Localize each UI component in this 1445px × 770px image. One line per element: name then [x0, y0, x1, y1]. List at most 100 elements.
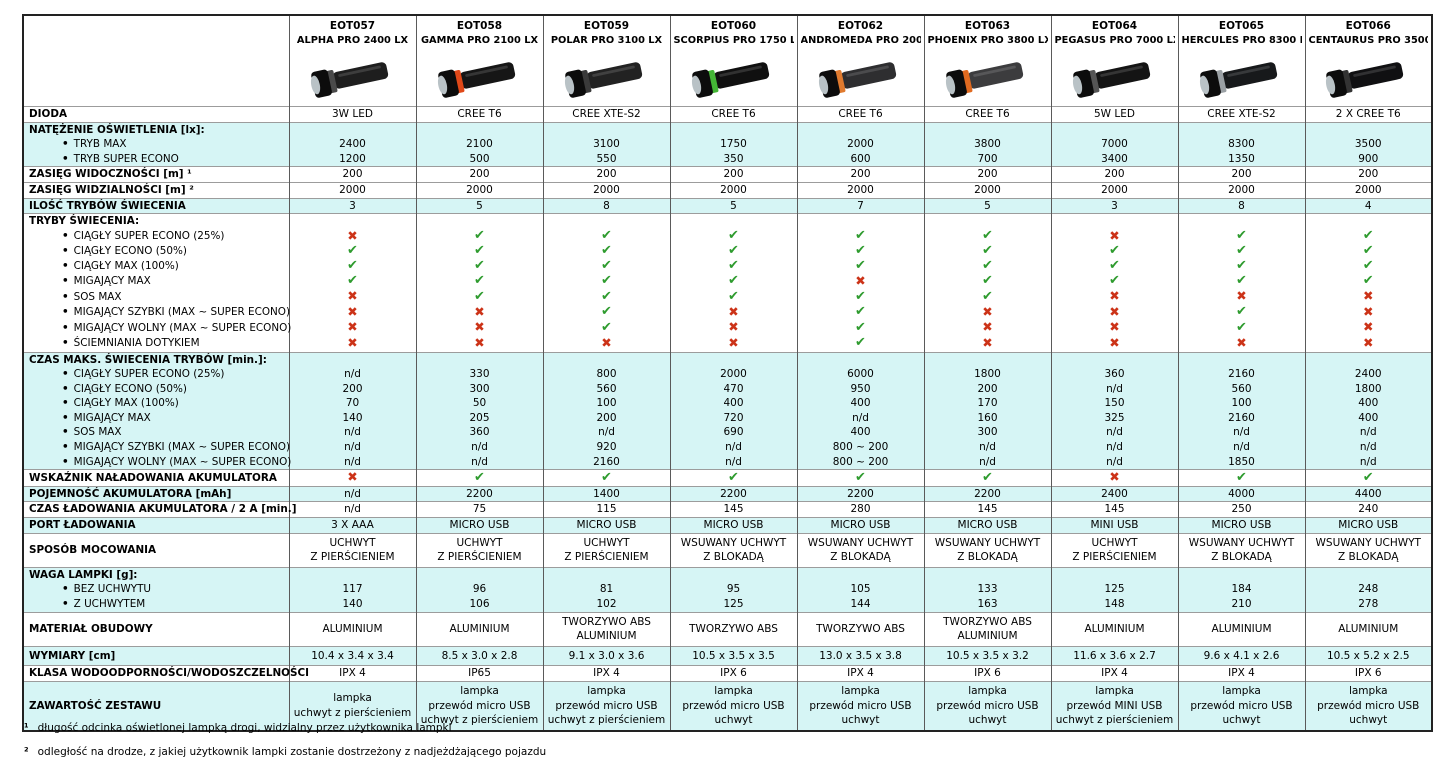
spec-row-label-text: • MIGAJĄCY MAX	[62, 275, 151, 288]
check-icon: ✔	[474, 469, 485, 485]
spec-value-cell	[1050, 566, 1178, 583]
spec-value-cell: UCHWYT Z PIERŚCIENIEM	[288, 532, 416, 568]
spec-value-cell: 240	[1304, 501, 1432, 518]
spec-value-cell: n/d	[1304, 454, 1432, 470]
spec-value-cell	[542, 351, 670, 368]
spec-value-cell	[1304, 121, 1432, 138]
cross-icon: ✖	[1109, 288, 1120, 304]
spec-value-cell: TWORZYWO ABS ALUMINIUM	[923, 611, 1051, 647]
spec-value-cell: 6000	[796, 367, 924, 382]
spec-value-cell: 200	[796, 166, 924, 183]
spec-row: CZAS MAKS. ŚWIECENIA TRYBÓW [min.]:	[23, 351, 1432, 368]
spec-flag-cell: ✔	[1050, 273, 1178, 290]
spec-value-cell: MICRO USB	[669, 517, 797, 534]
spec-value-cell: WSUWANY UCHWYT Z BLOKADĄ	[1177, 532, 1305, 568]
spec-value-cell: 200	[669, 166, 797, 183]
spec-value-cell: 3W LED	[288, 106, 416, 123]
spec-value-cell: IPX 4	[288, 665, 416, 682]
spec-value-cell: 100	[1177, 396, 1305, 411]
spec-value-cell: 144	[796, 597, 924, 613]
cross-icon: ✖	[1363, 288, 1374, 304]
spec-value-cell: n/d	[288, 367, 416, 382]
spec-value-cell: 150	[1050, 396, 1178, 411]
spec-value-cell: 278	[1304, 597, 1432, 613]
spec-flag-cell: ✔	[923, 244, 1051, 259]
product-code: EOT057	[329, 20, 376, 32]
spec-value-cell: 9.1 x 3.0 x 3.6	[542, 645, 670, 666]
cross-icon: ✖	[1236, 288, 1247, 304]
spec-value-cell: 2000	[796, 181, 924, 199]
bullet-icon: •	[62, 411, 69, 424]
bullet-icon: •	[62, 245, 69, 258]
spec-flag-cell: ✔	[288, 244, 416, 259]
spec-row: • CIĄGŁY ECONO (50%) ✔ ✔ ✔ ✔ ✔ ✔ ✔ ✔ ✔	[23, 244, 1432, 259]
spec-value-cell: CREE T6	[669, 106, 797, 123]
spec-value-cell: 800 ~ 200	[796, 440, 924, 455]
spec-value-cell: 8	[1177, 197, 1305, 214]
flashlight-image	[310, 62, 388, 98]
spec-value-cell	[923, 566, 1051, 583]
spec-flag-cell: ✔	[542, 320, 670, 336]
spec-value-cell: 800 ~ 200	[796, 454, 924, 470]
product-code: EOT062	[837, 20, 884, 32]
check-icon: ✔	[728, 273, 739, 289]
flashlight-image	[437, 62, 515, 98]
spec-value-cell: ALUMINIUM	[1177, 611, 1305, 647]
spec-value-cell: 2200	[669, 485, 797, 502]
product-name: GAMMA PRO 2100 LX	[420, 35, 539, 46]
spec-value-cell: 1400	[542, 485, 670, 502]
product-name: ANDROMEDA PRO 2000 LX	[800, 35, 921, 46]
spec-value-cell: IPX 6	[669, 665, 797, 682]
spec-value-cell	[288, 566, 416, 583]
spec-row-label: • MIGAJĄCY WOLNY (MAX ~ SUPER ECONO)	[23, 320, 291, 336]
spec-value-cell: 3	[288, 197, 416, 214]
spec-value-cell: 50	[415, 396, 543, 411]
spec-value-cell: n/d	[415, 454, 543, 470]
spec-row-label: • CIĄGŁY ECONO (50%)	[23, 244, 289, 259]
spec-value-cell: MICRO USB	[542, 517, 670, 534]
spec-row-label: • CIĄGŁY SUPER ECONO (25%)	[23, 367, 289, 382]
spec-value-cell: 2200	[415, 485, 543, 502]
spec-row-label-text: • Z UCHWYTEM	[62, 598, 146, 610]
check-icon: ✔	[982, 469, 993, 485]
check-icon: ✔	[855, 319, 866, 335]
product-photo	[293, 48, 413, 106]
spec-value-cell: n/d	[1177, 440, 1305, 455]
spec-value-cell: 690	[669, 425, 797, 441]
check-icon: ✔	[601, 228, 612, 244]
spec-flag-cell: ✖	[415, 335, 543, 352]
spec-value-cell: WSUWANY UCHWYT Z BLOKADĄ	[669, 532, 797, 568]
spec-value-cell: MICRO USB	[923, 517, 1051, 534]
spec-flag-cell: ✔	[415, 258, 543, 274]
spec-value-cell: 280	[796, 501, 924, 518]
spec-value-cell: 2200	[923, 485, 1051, 502]
check-icon: ✔	[728, 228, 739, 244]
spec-flag-cell: ✖	[288, 335, 416, 352]
spec-value-cell: 8.5 x 3.0 x 2.8	[415, 645, 543, 666]
spec-value-cell: lampka przewód micro USB uchwyt	[1177, 680, 1305, 731]
bullet-icon: •	[62, 230, 69, 243]
product-name: PEGASUS PRO 7000 LX	[1054, 35, 1175, 46]
spec-flag-cell: ✖	[796, 273, 924, 290]
spec-value-cell: n/d	[288, 440, 416, 455]
check-icon: ✔	[982, 257, 993, 273]
spec-value-cell: 360	[1050, 367, 1178, 382]
spec-value-cell: 1350	[1177, 151, 1305, 167]
spec-value-cell: 9.6 x 4.1 x 2.6	[1177, 645, 1305, 666]
spec-row: POJEMNOŚĆ AKUMULATORA [mAh] n/d 2200 1400 2…	[23, 485, 1432, 502]
spec-flag-cell: ✖	[1050, 228, 1178, 245]
spec-row: • SOS MAX n/d 360 n/d 690 400 300 n/d n/d n/d	[23, 425, 1432, 441]
bullet-icon: •	[62, 382, 69, 395]
bullet-icon: •	[62, 290, 69, 303]
spec-flag-cell: ✔	[1050, 244, 1178, 259]
spec-value-cell: ALUMINIUM	[288, 611, 416, 647]
spec-value-cell: 145	[669, 501, 797, 518]
spec-value-cell: 2000	[1177, 181, 1305, 199]
check-icon: ✔	[601, 469, 612, 485]
spec-row: WYMIARY [cm] 10.4 x 3.4 x 3.4 8.5 x 3.0 x…	[23, 645, 1432, 666]
spec-row: • MIGAJĄCY SZYBKI (MAX ~ SUPER ECONO) n/d…	[23, 440, 1432, 455]
cross-icon: ✖	[347, 227, 358, 243]
spec-row-label-text: DIODA	[29, 108, 67, 120]
spec-value-cell	[1050, 213, 1178, 229]
